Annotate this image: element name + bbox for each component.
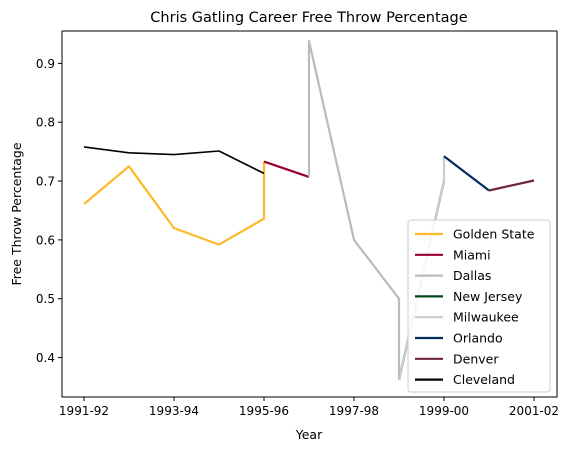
legend-label: Cleveland [453, 372, 515, 387]
x-tick-label: 1999-00 [419, 404, 469, 418]
y-tick-label: 0.8 [36, 116, 55, 130]
x-axis: 1991-92 1993-94 1995-96 1997-98 1999-00 2001-… [59, 397, 559, 418]
plot-area [61, 30, 558, 398]
legend-label: Milwaukee [453, 310, 519, 325]
series-line-6 [488, 179, 535, 192]
legend-box [407, 219, 551, 393]
legend-label: New Jersey [453, 289, 523, 304]
legend-label: Denver [453, 351, 499, 366]
y-axis-label: Free Throw Percentage [9, 142, 24, 285]
legend-label: Orlando [453, 331, 503, 346]
x-tick-label: 1995-96 [239, 404, 289, 418]
series-line-0 [83, 161, 266, 246]
legend-label: Miami [453, 247, 491, 262]
series-line-2 [307, 39, 401, 380]
series-line-1 [263, 160, 310, 178]
y-tick-label: 0.4 [36, 351, 55, 365]
y-axis: 0.4 0.5 0.6 0.7 0.8 0.9 [36, 57, 62, 365]
y-tick-label: 0.9 [36, 57, 55, 71]
legend: Golden State Miami Dallas New Jersey Milwauk… [407, 219, 551, 393]
x-tick-label: 1997-98 [329, 404, 379, 418]
series-line-5 [443, 155, 490, 192]
x-tick-label: 1993-94 [149, 404, 199, 418]
series-line-7 [83, 146, 265, 175]
x-axis-label: Year [295, 427, 323, 442]
chart-title: Chris Gatling Career Free Throw Percenta… [150, 10, 467, 26]
x-tick-label: 1991-92 [59, 404, 109, 418]
legend-label: Golden State [453, 227, 535, 242]
legend-items: Golden State Miami Dallas New Jersey Milwauk… [415, 227, 535, 387]
y-tick-label: 0.7 [36, 175, 55, 189]
y-tick-label: 0.5 [36, 292, 55, 306]
legend-label: Dallas [453, 268, 491, 283]
x-tick-label: 2001-02 [509, 404, 559, 418]
y-tick-label: 0.6 [36, 233, 55, 247]
